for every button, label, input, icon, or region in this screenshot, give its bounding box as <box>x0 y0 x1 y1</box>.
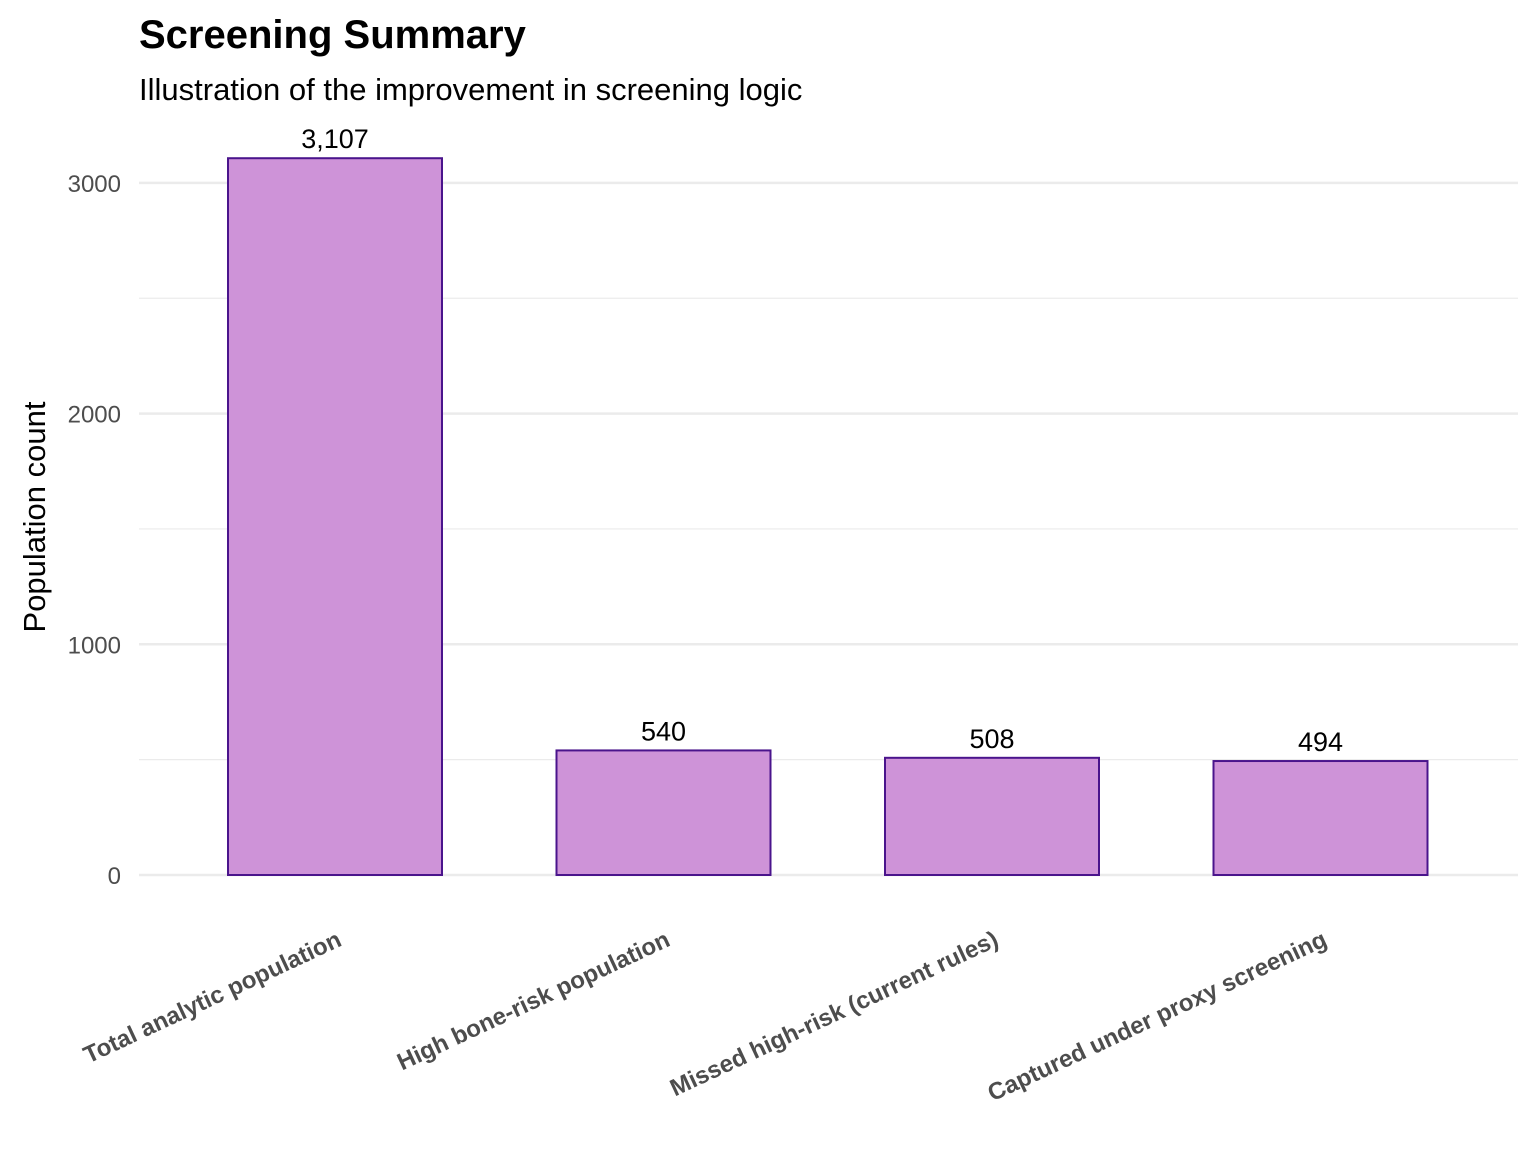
x-tick-label: Total analytic population <box>80 926 346 1069</box>
data-label: 494 <box>1298 727 1343 757</box>
data-label: 3,107 <box>301 124 369 154</box>
x-tick-labels: Total analytic population High bone-risk … <box>80 926 1331 1107</box>
data-label: 540 <box>641 716 686 746</box>
data-labels: 3,107 540 508 494 <box>301 124 1343 757</box>
x-tick-label: Missed high-risk (current rules) <box>666 926 1003 1102</box>
bar <box>1212 760 1429 876</box>
y-axis-label: Population count <box>17 401 52 632</box>
chart-subtitle: Illustration of the improvement in scree… <box>139 72 802 107</box>
data-label: 508 <box>969 724 1014 754</box>
bars <box>227 157 1429 877</box>
x-tick-label: Captured under proxy screening <box>984 926 1331 1107</box>
y-tick-label: 2000 <box>68 402 121 429</box>
y-tick-label: 3000 <box>68 171 121 198</box>
y-tick-label: 1000 <box>68 632 121 659</box>
x-tick-label: High bone-risk population <box>393 926 674 1076</box>
y-tick-labels: 0 1000 2000 3000 <box>68 171 121 890</box>
bar <box>227 157 443 877</box>
y-tick-label: 0 <box>108 863 121 890</box>
bar <box>555 749 772 876</box>
chart-title: Screening Summary <box>139 13 527 57</box>
bar <box>884 756 1100 876</box>
